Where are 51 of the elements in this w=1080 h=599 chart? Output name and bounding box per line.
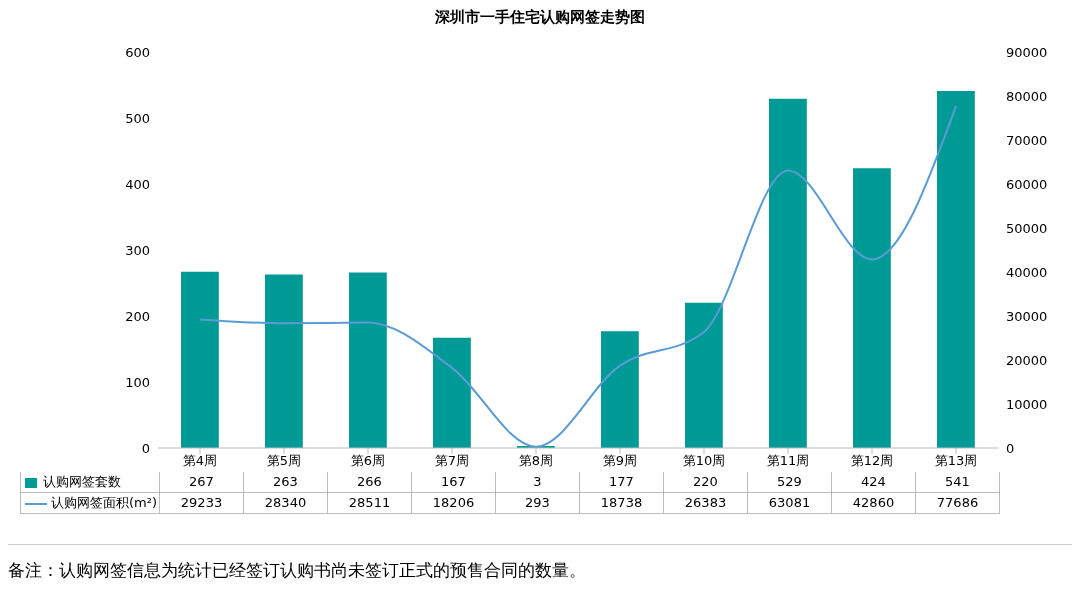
y2-tick-label: 20000 xyxy=(1006,352,1048,368)
data-label: 18738 xyxy=(579,493,663,513)
data-label: 29233 xyxy=(159,493,243,513)
data-label: 28340 xyxy=(243,493,327,513)
y2-tick-label: 30000 xyxy=(1006,308,1048,324)
chart-title: 深圳市一手住宅认购网签走势图 xyxy=(434,8,646,28)
data-label: 220 xyxy=(663,472,747,492)
data-label: 26383 xyxy=(663,493,747,513)
y-tick-label: 300 xyxy=(125,242,150,258)
data-label: 77686 xyxy=(915,493,999,513)
y-tick-label: 500 xyxy=(125,110,150,126)
y-tick-label: 0 xyxy=(141,440,150,456)
x-tick-label: 第10周 xyxy=(682,453,726,469)
x-tick-label: 第8周 xyxy=(518,453,554,469)
x-tick-label: 第5周 xyxy=(266,453,302,469)
x-tick-label: 第12周 xyxy=(850,453,894,469)
data-label: 424 xyxy=(831,472,915,492)
data-label: 42860 xyxy=(831,493,915,513)
data-label: 167 xyxy=(411,472,495,492)
data-label: 18206 xyxy=(411,493,495,513)
data-label: 529 xyxy=(747,472,831,492)
legend-label: 认购网签套数 xyxy=(42,473,122,491)
y-tick-label: 100 xyxy=(125,374,150,390)
x-tick-label: 第7周 xyxy=(434,453,470,469)
x-tick-label: 第6周 xyxy=(350,453,386,469)
data-label: 293 xyxy=(495,493,579,513)
y2-tick-label: 60000 xyxy=(1006,176,1048,192)
y2-tick-label: 0 xyxy=(1006,440,1015,456)
data-label: 3 xyxy=(495,472,579,492)
data-label: 63081 xyxy=(747,493,831,513)
y2-tick-label: 80000 xyxy=(1006,88,1048,104)
text: 备注：认购网签信息为统计已经签订认购书尚未签订正式的预售合同的数量。 xyxy=(8,544,1072,582)
x-tick-label: 第4周 xyxy=(182,453,218,469)
legend-label: 认购网签面积(m²) xyxy=(50,494,159,512)
data-label: 267 xyxy=(159,472,243,492)
y2-tick-label: 10000 xyxy=(1006,396,1048,412)
data-label: 541 xyxy=(915,472,999,492)
y2-tick-label: 70000 xyxy=(1006,132,1048,148)
y2-tick-label: 90000 xyxy=(1006,44,1048,60)
y-tick-label: 600 xyxy=(125,44,150,60)
y2-tick-label: 40000 xyxy=(1006,264,1048,280)
data-label: 28511 xyxy=(327,493,411,513)
x-tick-label: 第13周 xyxy=(934,453,978,469)
data-label: 266 xyxy=(327,472,411,492)
y-tick-label: 400 xyxy=(125,176,150,192)
data-label: 177 xyxy=(579,472,663,492)
data-label: 263 xyxy=(243,472,327,492)
x-tick-label: 第9周 xyxy=(602,453,638,469)
y2-tick-label: 50000 xyxy=(1006,220,1048,236)
x-tick-label: 第11周 xyxy=(766,453,810,469)
y-tick-label: 200 xyxy=(125,308,150,324)
